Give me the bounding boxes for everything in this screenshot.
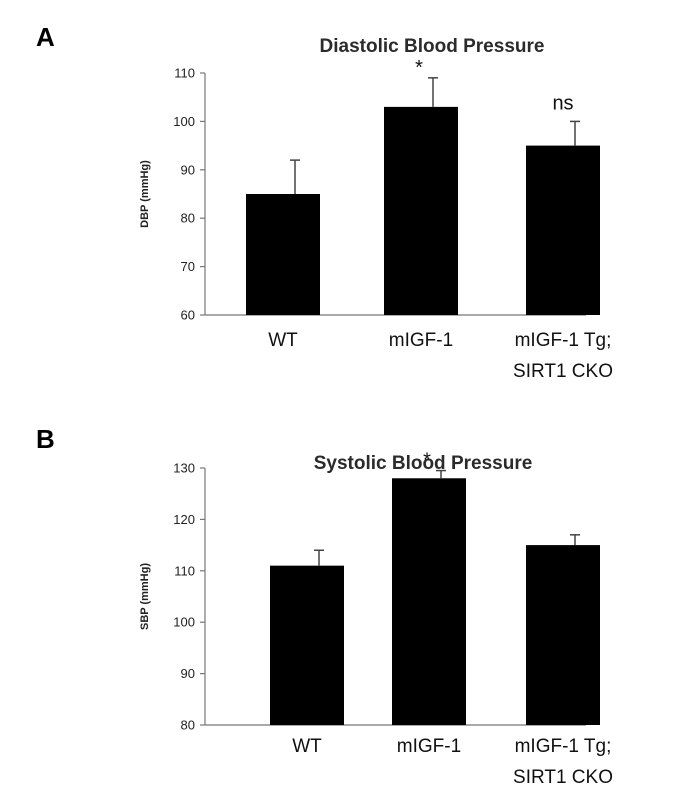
panel-b-bar: [392, 478, 466, 725]
panel-b-y-tick-label: 120: [173, 512, 195, 527]
panel-a-y-tick-label: 100: [173, 114, 195, 129]
panel-b-significance-label: *: [423, 450, 431, 472]
panel-b-label: B: [36, 424, 55, 454]
panel-b-y-tick-label: 130: [173, 461, 195, 476]
panel-a-bar: [526, 145, 600, 315]
panel-a-y-tick-label: 60: [181, 308, 195, 323]
panel-a-category-label: SIRT1 CKO: [513, 361, 613, 382]
panel-a-title: Diastolic Blood Pressure: [320, 36, 545, 57]
panel-a-y-tick-label: 80: [181, 211, 195, 226]
panel-a-y-axis-label: DBP (mmHg): [139, 160, 151, 228]
panel-a-label: A: [36, 22, 55, 52]
panel-a-y-tick-label: 70: [181, 259, 195, 274]
panel-a-category-label: WT: [268, 330, 298, 351]
panel-b-category-label: mIGF-1: [397, 736, 461, 757]
panel-a-significance-label: *: [415, 57, 423, 79]
panel-b-title: Systolic Blood Pressure: [314, 453, 533, 474]
panel-a-bar: [246, 194, 320, 315]
panel-b-bar: [526, 545, 600, 725]
panel-b-y-tick-label: 100: [173, 615, 195, 630]
panel-b-category-label: mIGF-1 Tg;: [515, 736, 612, 757]
panel-b-bar: [270, 565, 344, 725]
panel-a-significance-label: ns: [552, 92, 573, 114]
panel-b-y-axis-label: SBP (mmHg): [139, 563, 151, 630]
panel-b-y-tick-label: 90: [181, 666, 195, 681]
panel-a-category-label: mIGF-1: [389, 330, 453, 351]
panel-a-bar: [384, 106, 458, 315]
panel-b-category-label: WT: [292, 736, 322, 757]
panel-b-y-tick-label: 80: [181, 718, 195, 733]
panel-b-category-label: SIRT1 CKO: [513, 767, 613, 788]
panel-a-y-tick-label: 110: [174, 66, 195, 81]
panel-a-y-tick-label: 90: [181, 162, 195, 177]
panel-b-y-tick-label: 110: [174, 563, 195, 578]
panel-a-category-label: mIGF-1 Tg;: [515, 330, 612, 351]
